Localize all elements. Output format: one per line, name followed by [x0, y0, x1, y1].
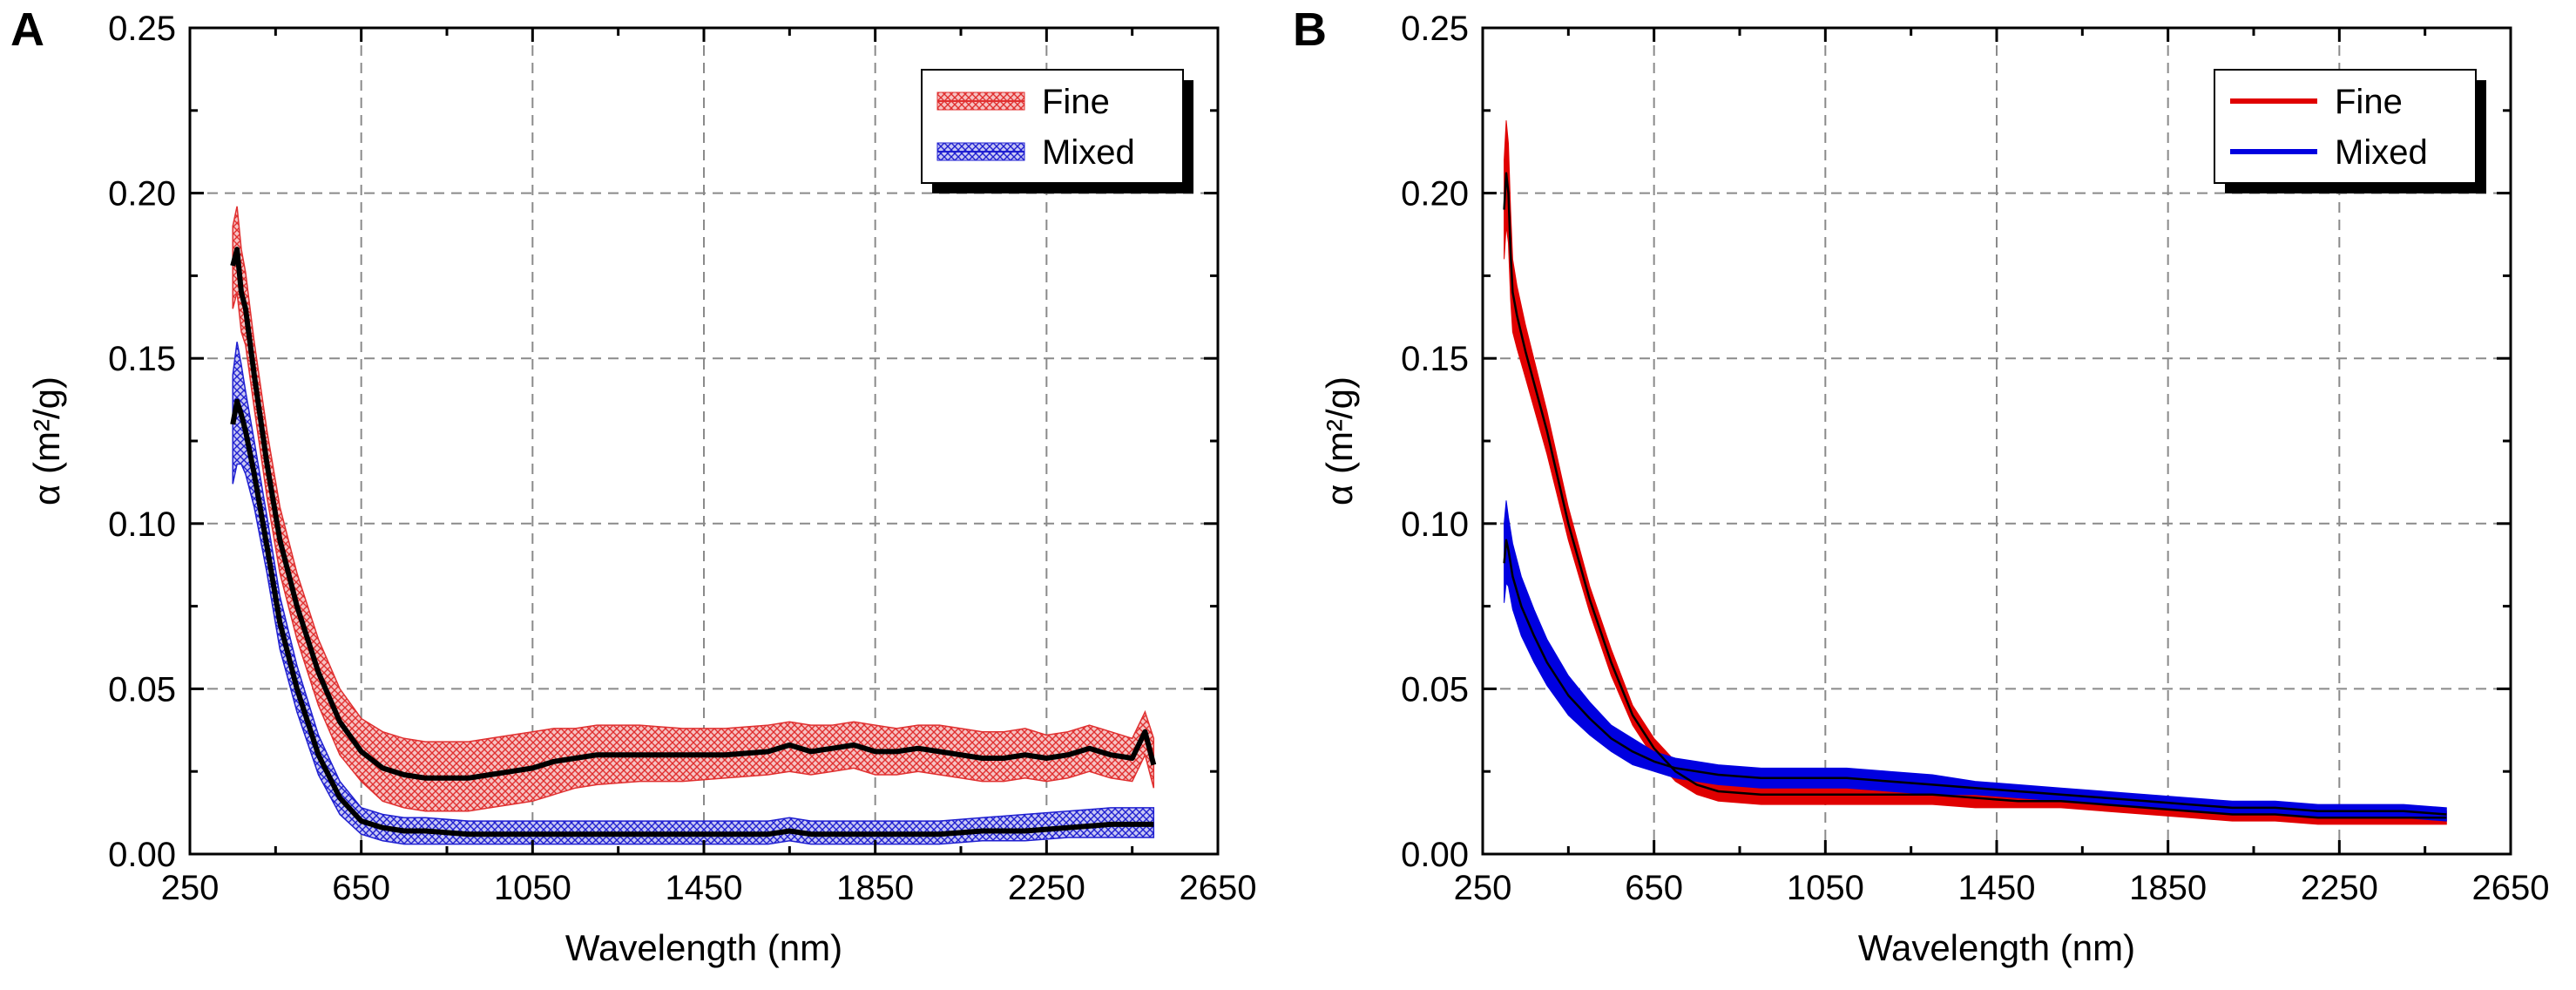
legend-label-mixed: Mixed — [1042, 133, 1135, 172]
y-tick-label: 0.25 — [1401, 10, 1469, 48]
x-axis-title: Wavelength (nm) — [1858, 927, 2135, 968]
y-tick-label: 0.25 — [108, 10, 176, 48]
x-tick-label: 2650 — [2472, 869, 2550, 907]
y-tick-label: 0.00 — [1401, 836, 1469, 874]
y-tick-label: 0.05 — [108, 670, 176, 709]
y-axis-title: α (m²/g) — [1319, 376, 1360, 505]
band-fine — [232, 206, 1155, 812]
chart-panel-b: B 250 650 1050 1450 1850 2250 2650 0.00 … — [1293, 3, 2549, 968]
x-tick-label: 2250 — [2301, 869, 2378, 907]
x-tick-label: 250 — [1454, 869, 1512, 907]
chart-panel-a: A 250 650 1050 1450 1850 2250 2650 0.00 … — [10, 3, 1256, 968]
y-tick-label: 0.10 — [108, 505, 176, 544]
y-tick-label: 0.15 — [108, 340, 176, 378]
x-tick-labels: 250 650 1050 1450 1850 2250 2650 — [161, 869, 1257, 907]
legend-label-mixed: Mixed — [2335, 133, 2428, 172]
x-tick-label: 1450 — [1958, 869, 2036, 907]
legend-label-fine: Fine — [1042, 83, 1110, 121]
mean-lines — [230, 247, 1157, 837]
x-tick-label: 2250 — [1008, 869, 1085, 907]
confidence-bands — [232, 206, 1155, 845]
axis-ticks — [1481, 26, 2512, 856]
x-tick-label: 1450 — [666, 869, 743, 907]
legend-box — [2214, 69, 2477, 184]
axis-ticks — [188, 26, 1220, 856]
y-tick-label: 0.05 — [1401, 670, 1469, 709]
x-tick-label: 650 — [332, 869, 390, 907]
y-axis-title: α (m²/g) — [26, 376, 67, 505]
y-tick-label: 0.20 — [108, 175, 176, 214]
legend-box — [921, 69, 1184, 184]
mean-line-fine — [1503, 172, 2447, 819]
legend-label-fine: Fine — [2335, 83, 2403, 121]
x-tick-label: 250 — [161, 869, 220, 907]
x-tick-label: 1850 — [836, 869, 914, 907]
x-tick-label: 1050 — [494, 869, 571, 907]
band-fine — [1504, 120, 2447, 825]
band-mixed — [1504, 500, 2447, 822]
y-tick-label: 0.00 — [108, 836, 176, 874]
x-tick-label: 650 — [1625, 869, 1683, 907]
y-tick-labels: 0.00 0.05 0.10 0.15 0.20 0.25 — [108, 10, 176, 874]
x-tick-label: 1050 — [1787, 869, 1864, 907]
x-tick-label: 2650 — [1180, 869, 1257, 907]
band-mixed — [232, 342, 1155, 845]
x-tick-label: 1850 — [2129, 869, 2207, 907]
panel-label: A — [10, 3, 44, 56]
x-tick-labels: 250 650 1050 1450 1850 2250 2650 — [1454, 869, 2550, 907]
x-axis-title: Wavelength (nm) — [565, 927, 842, 968]
confidence-bands — [1504, 120, 2447, 825]
mean-lines — [1503, 172, 2447, 819]
y-tick-label: 0.10 — [1401, 505, 1469, 544]
mean-line-mixed — [230, 398, 1154, 837]
grid-lines — [1483, 28, 2511, 854]
y-tick-labels: 0.00 0.05 0.10 0.15 0.20 0.25 — [1401, 10, 1469, 874]
mean-line-fine — [230, 247, 1157, 781]
panel-label: B — [1293, 3, 1327, 56]
legend: Fine Mixed — [921, 69, 1193, 193]
y-tick-label: 0.15 — [1401, 340, 1469, 378]
mean-line-mixed — [1503, 539, 2447, 816]
y-tick-label: 0.20 — [1401, 175, 1469, 214]
legend: Fine Mixed — [2214, 69, 2486, 193]
